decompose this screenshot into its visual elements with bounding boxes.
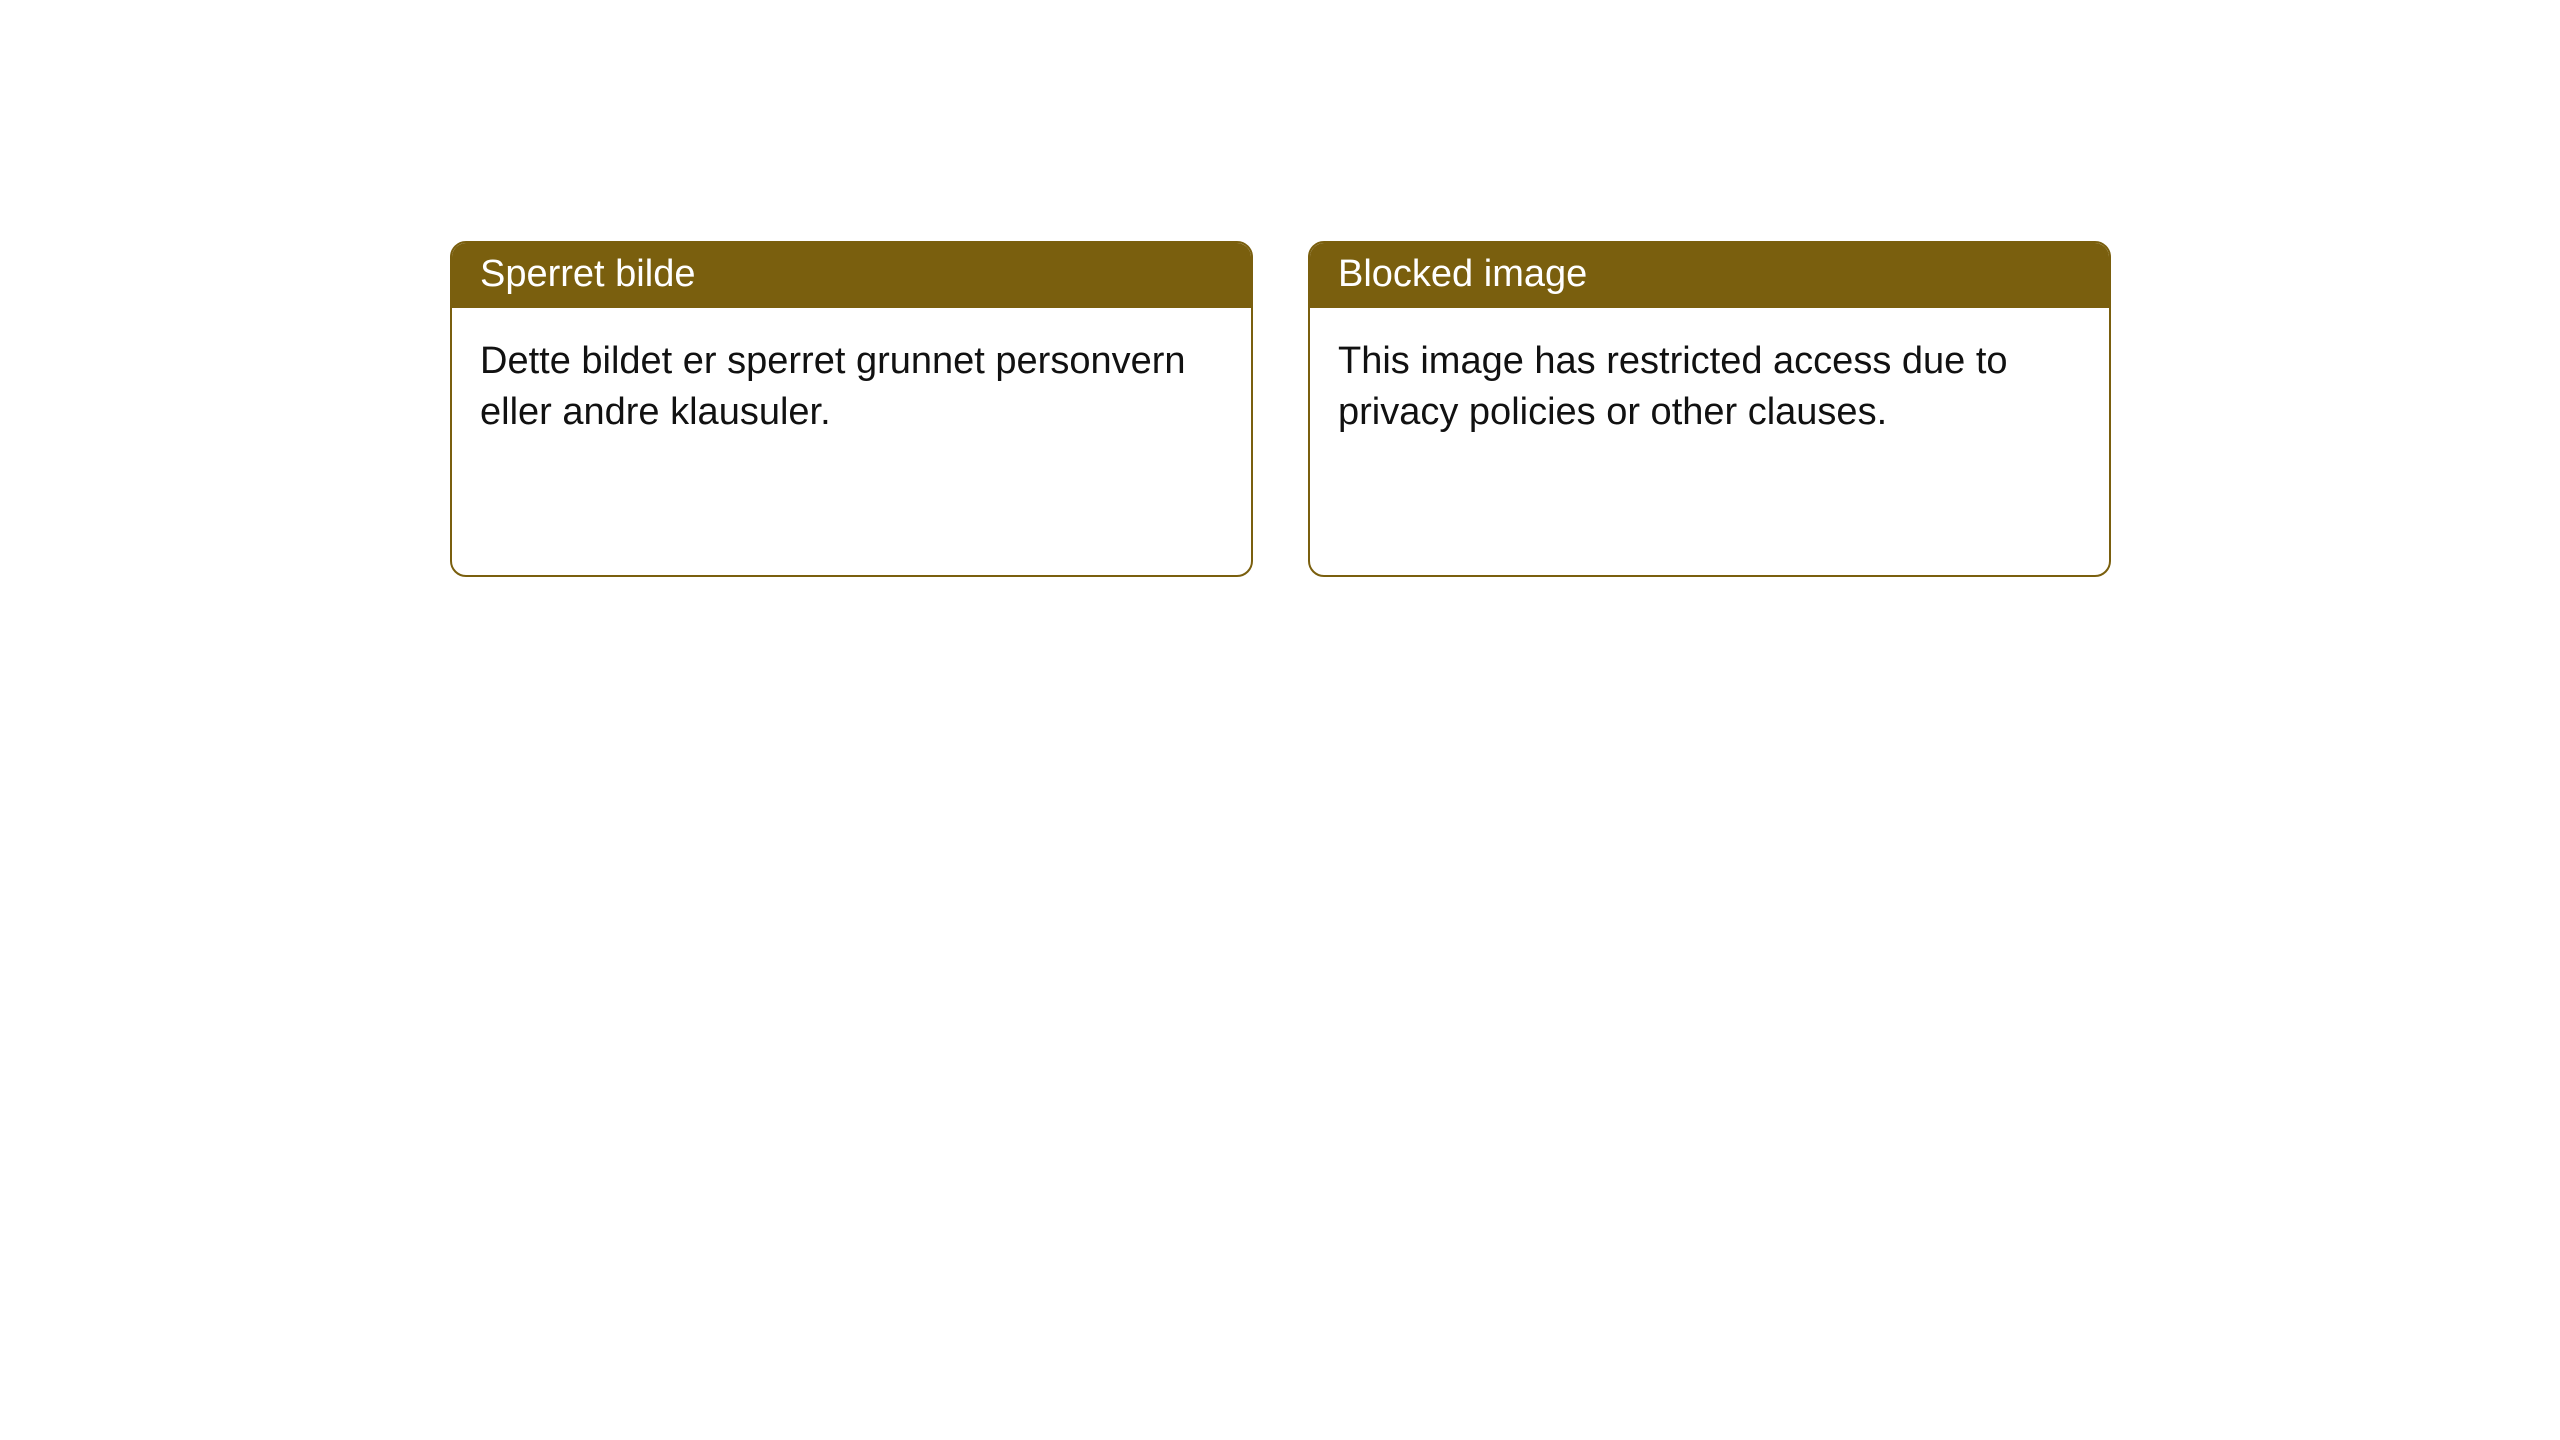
card-header: Blocked image bbox=[1310, 243, 2109, 308]
card-message: Dette bildet er sperret grunnet personve… bbox=[480, 336, 1223, 439]
card-header: Sperret bilde bbox=[452, 243, 1251, 308]
card-body: This image has restricted access due to … bbox=[1310, 308, 2109, 467]
notice-card-english: Blocked image This image has restricted … bbox=[1308, 241, 2111, 577]
notice-card-norwegian: Sperret bilde Dette bildet er sperret gr… bbox=[450, 241, 1253, 577]
card-message: This image has restricted access due to … bbox=[1338, 336, 2081, 439]
notice-cards-container: Sperret bilde Dette bildet er sperret gr… bbox=[450, 241, 2111, 577]
card-title: Sperret bilde bbox=[480, 253, 695, 295]
card-title: Blocked image bbox=[1338, 253, 1587, 295]
card-body: Dette bildet er sperret grunnet personve… bbox=[452, 308, 1251, 467]
